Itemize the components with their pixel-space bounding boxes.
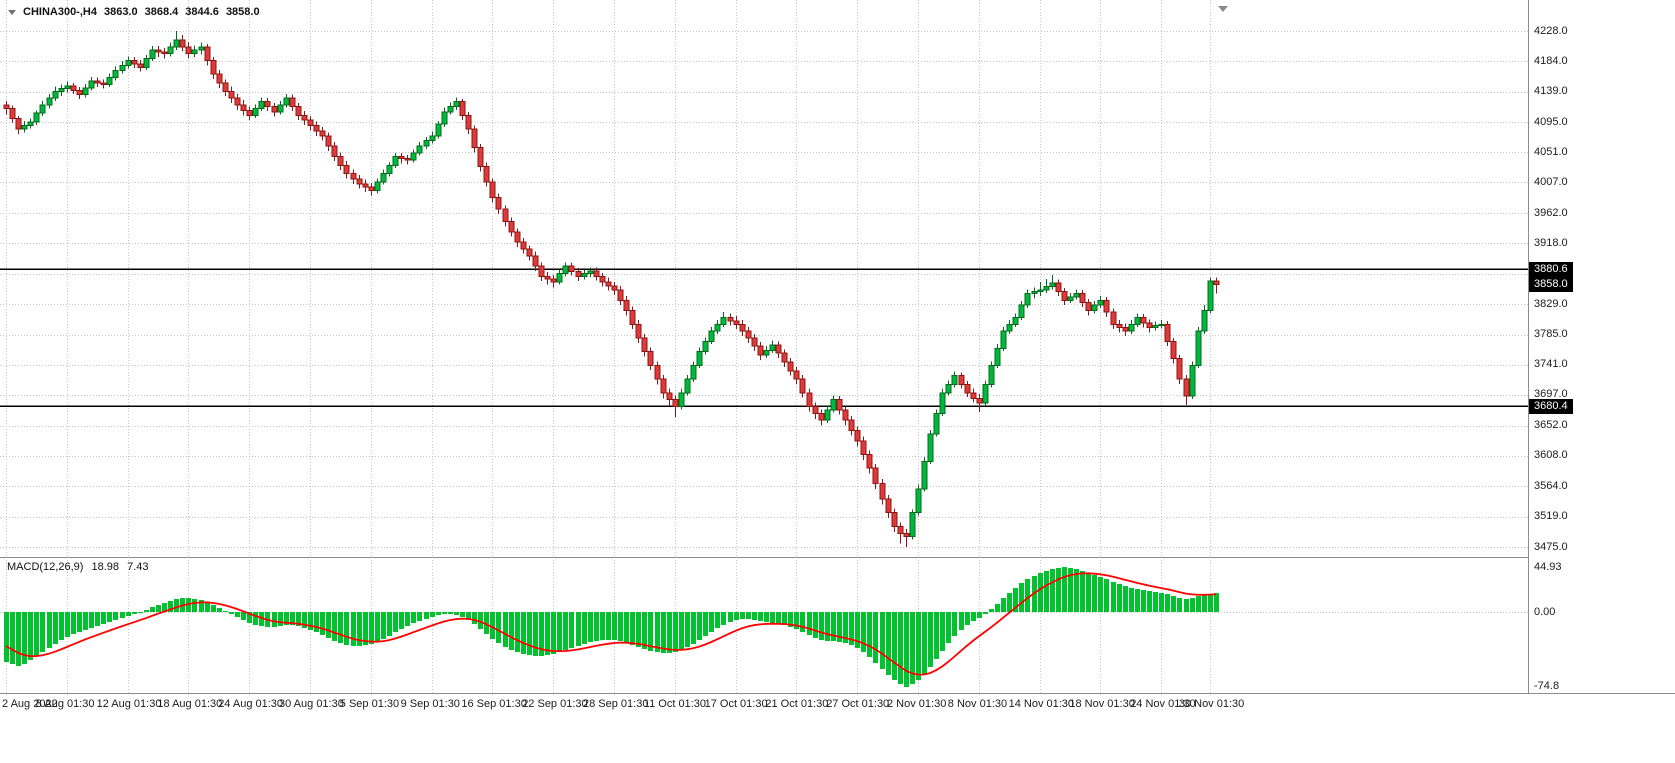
time-axis-label: 8 Aug 01:30 xyxy=(35,698,95,710)
time-axis-label: 9 Sep 01:30 xyxy=(400,698,460,710)
price-axis-label: 3519.0 xyxy=(1534,510,1568,523)
price-axis-label: 3564.0 xyxy=(1534,479,1568,492)
macd-main-value: 18.98 xyxy=(91,561,120,573)
time-axis-label: 16 Sep 01:30 xyxy=(461,698,527,710)
price-chart-canvas[interactable] xyxy=(0,0,1528,557)
last-price-badge: 3858.0 xyxy=(1529,277,1573,293)
price-axis-label: 3475.0 xyxy=(1534,540,1568,553)
price-axis-label: 4095.0 xyxy=(1534,115,1568,128)
macd-panel-canvas[interactable] xyxy=(0,557,1528,693)
ohlc-close: 3858.0 xyxy=(225,6,260,18)
macd-scale-label: 0.00 xyxy=(1534,605,1556,618)
time-axis-label: 5 Sep 01:30 xyxy=(339,698,400,710)
panel-separator xyxy=(0,557,1675,558)
hline-price-badge: 3680.4 xyxy=(1529,398,1573,414)
time-axis-label: 8 Nov 01:30 xyxy=(947,698,1008,710)
time-axis-label: 2 Aug 2022 xyxy=(2,698,58,710)
symbol-label: CHINA300-,H4 xyxy=(23,6,97,18)
ohlc-open: 3863.0 xyxy=(103,6,138,18)
price-axis-label: 3608.0 xyxy=(1534,449,1568,462)
time-axis-label: 30 Aug 01:30 xyxy=(279,698,344,710)
price-axis-label: 3652.0 xyxy=(1534,419,1568,432)
time-axis-label: 14 Nov 01:30 xyxy=(1008,698,1075,710)
time-axis-label: 12 Aug 01:30 xyxy=(96,698,162,710)
time-axis-label: 11 Oct 01:30 xyxy=(643,698,706,710)
time-axis[interactable]: 2 Aug 2022 8 Aug 01:30 12 Aug 01:30 18 Aug … xyxy=(0,693,1675,715)
price-axis-label: 3741.0 xyxy=(1534,358,1568,371)
price-axis-label: 4139.0 xyxy=(1534,85,1568,98)
macd-signal-value: 7.43 xyxy=(127,561,149,573)
time-axis-label: 18 Nov 01:30 xyxy=(1069,698,1135,710)
hline-price-badge: 3880.6 xyxy=(1529,261,1573,277)
price-axis-label: 3829.0 xyxy=(1534,297,1568,310)
time-axis-label: 24 Aug 01:30 xyxy=(218,698,284,710)
macd-scale-label: -74.8 xyxy=(1534,680,1560,693)
price-axis-label: 3697.0 xyxy=(1534,388,1568,401)
ohlc-high: 3868.4 xyxy=(144,6,179,18)
symbol-dropdown-icon[interactable] xyxy=(8,9,16,15)
macd-histogram xyxy=(4,567,1219,687)
price-axis-label: 3962.0 xyxy=(1534,206,1568,219)
chart-shift-marker-icon[interactable] xyxy=(1218,6,1228,12)
macd-signal-line xyxy=(5,572,1216,676)
time-axis-label: 27 Oct 01:30 xyxy=(826,698,890,710)
macd-indicator-label: MACD(12,26,9) 18.98 7.43 xyxy=(7,561,154,573)
time-axis-label: 21 Oct 01:30 xyxy=(765,698,829,710)
price-axis[interactable]: 4228.0 4184.0 4139.0 4095.0 4051.0 4007.0 3962… xyxy=(1528,0,1675,693)
price-axis-label: 3918.0 xyxy=(1534,236,1568,249)
price-axis-label: 4007.0 xyxy=(1534,175,1568,188)
macd-scale-label: 44.93 xyxy=(1534,560,1562,573)
horizontal-level-lines[interactable] xyxy=(0,268,1528,408)
ohlc-low: 3844.6 xyxy=(185,6,219,18)
price-axis-label: 3785.0 xyxy=(1534,328,1568,341)
price-axis-label: 4184.0 xyxy=(1534,54,1568,67)
price-axis-label: 4228.0 xyxy=(1534,24,1568,37)
candlestick-series xyxy=(3,31,1220,547)
time-axis-label: 24 Nov 01:30 xyxy=(1130,698,1196,710)
time-axis-label: 2 Nov 01:30 xyxy=(887,698,947,710)
symbol-ohlc-overlay: CHINA300-,H4 3863.0 3868.4 3844.6 3858.0 xyxy=(8,6,260,18)
price-axis-label: 4051.0 xyxy=(1534,145,1568,158)
time-axis-label: 22 Sep 01:30 xyxy=(522,698,588,710)
time-axis-label: 17 Oct 01:30 xyxy=(704,698,768,710)
macd-name: MACD(12,26,9) xyxy=(7,561,84,573)
time-axis-label: 30 Nov 01:30 xyxy=(1178,698,1245,710)
time-axis-label: 28 Sep 01:30 xyxy=(583,698,649,710)
time-axis-label: 18 Aug 01:30 xyxy=(157,698,223,710)
